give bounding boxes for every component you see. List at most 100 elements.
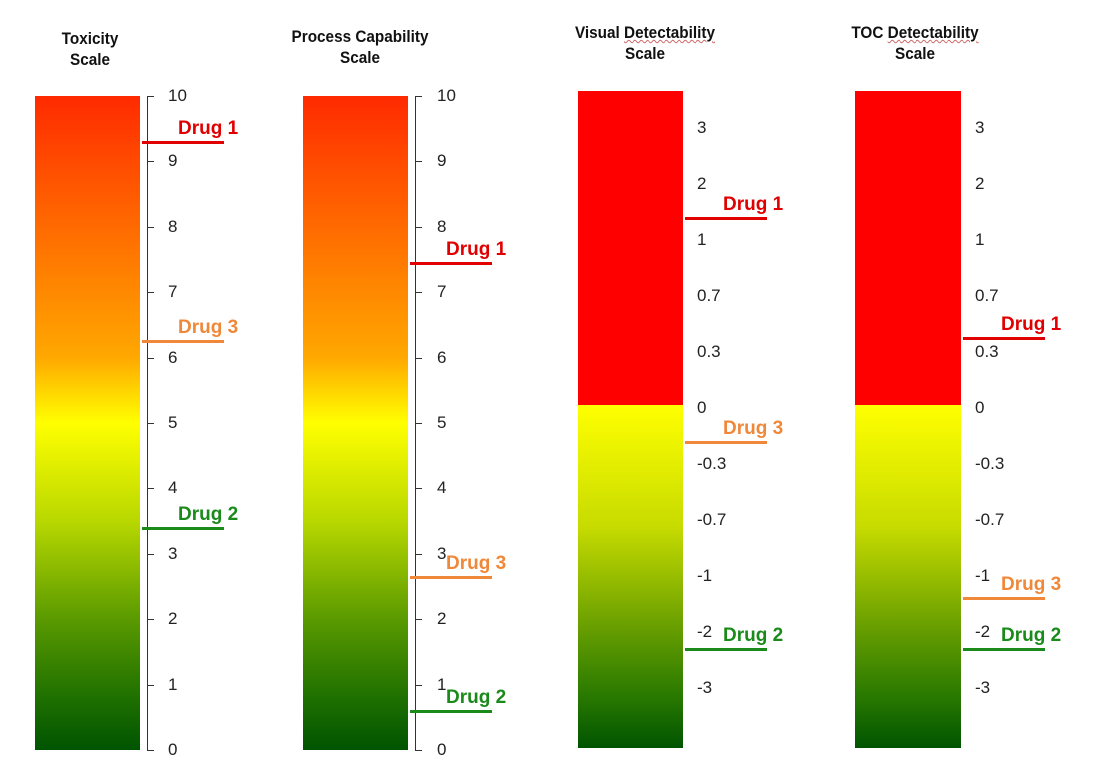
axis-tick	[415, 619, 422, 621]
axis-tick	[147, 750, 154, 751]
marker-line-drug-1	[410, 261, 492, 265]
process-capability-color-bar	[303, 96, 408, 750]
tick-label: 0.7	[697, 286, 721, 305]
marker-line-drug-1	[963, 337, 1045, 340]
tick-label: 1	[168, 674, 178, 694]
tick-label: 2	[975, 174, 985, 193]
tick-label: 6	[168, 347, 178, 367]
axis-tick	[147, 357, 154, 359]
title-line: Scale	[625, 44, 665, 63]
tick-label: 1	[697, 230, 707, 249]
marker-label-drug-3: Drug 3	[1001, 574, 1062, 596]
marker-label-drug-3: Drug 3	[178, 317, 239, 339]
axis-tick	[415, 684, 422, 686]
axis-tick	[147, 226, 154, 228]
title-word: Detectability	[624, 23, 716, 42]
axis-tick	[147, 423, 154, 424]
marker-line-drug-2	[963, 647, 1045, 651]
tick-label: 6	[437, 347, 447, 367]
tick-label: 3	[975, 118, 985, 137]
tick-label: 3	[437, 543, 447, 563]
toc-detectability-title: TOC Detectability Scale	[825, 22, 1005, 64]
axis-tick	[415, 226, 422, 228]
tick-label: 0.3	[697, 342, 721, 361]
title-word: TOC	[851, 23, 888, 42]
axis-tick	[147, 96, 154, 97]
axis-tick	[415, 488, 422, 490]
tick-label: 9	[168, 151, 178, 171]
tick-label: 0	[437, 740, 447, 759]
title-line: Toxicity	[61, 29, 119, 48]
marker-line-drug-2	[685, 647, 767, 651]
tick-label: 8	[168, 216, 178, 236]
axis-tick	[415, 750, 422, 751]
tick-label: 3	[168, 543, 178, 563]
title-line: Scale	[340, 48, 380, 67]
tick-label: -2	[975, 622, 991, 641]
process-capability-title: Process Capability Scale	[270, 26, 450, 68]
tick-label: 7	[168, 282, 178, 302]
marker-label-drug-1: Drug 1	[446, 238, 507, 260]
marker-label-drug-2: Drug 2	[178, 503, 239, 525]
tick-label: -3	[697, 678, 713, 697]
marker-line-drug-3	[410, 575, 492, 579]
tick-label: -0.7	[975, 510, 1005, 529]
tick-label: 5	[168, 413, 178, 432]
marker-line-drug-3	[685, 440, 767, 444]
marker-label-drug-1: Drug 1	[178, 117, 239, 139]
marker-label-drug-3: Drug 3	[723, 417, 784, 439]
axis-tick	[415, 423, 422, 424]
marker-line-drug-3	[142, 340, 224, 344]
marker-line-drug-2	[410, 709, 492, 713]
title-word: Visual	[574, 23, 625, 42]
tick-label: 4	[437, 478, 447, 498]
axis-tick	[147, 553, 154, 555]
axis-tick	[147, 619, 154, 621]
toc-detectability-color-bar	[855, 91, 961, 748]
visual-detectability-color-bar	[578, 91, 683, 748]
axis-tick	[147, 292, 154, 294]
tick-label: 0	[975, 398, 985, 417]
visual-detectability-title: Visual Detectability Scale	[555, 22, 735, 64]
tick-label: 2	[168, 609, 178, 629]
tick-label: 0	[168, 740, 178, 759]
axis-tick	[147, 488, 154, 490]
marker-line-drug-1	[685, 216, 767, 220]
tick-label: 5	[437, 413, 447, 432]
tick-label: 1	[975, 230, 985, 249]
tick-label: 10	[437, 86, 456, 105]
axis-tick	[415, 553, 422, 555]
title-line: Scale	[70, 50, 110, 69]
axis-tick	[415, 161, 422, 163]
tick-label: 4	[168, 478, 178, 498]
title-line: Visual Detectability	[555, 22, 735, 43]
axis-tick	[147, 161, 154, 163]
marker-label-drug-2: Drug 2	[1001, 624, 1062, 646]
tick-label: 1	[437, 674, 447, 694]
tick-label: -0.3	[697, 454, 727, 473]
marker-label-drug-1: Drug 1	[723, 193, 784, 215]
toxicity-color-bar	[35, 96, 140, 750]
marker-line-drug-2	[142, 526, 224, 530]
axis-tick	[415, 292, 422, 294]
tick-label: 9	[437, 151, 447, 171]
tick-label: 8	[437, 216, 447, 236]
axis-tick	[415, 357, 422, 359]
tick-label: -0.3	[975, 454, 1005, 473]
tick-label: 2	[437, 609, 447, 629]
marker-line-drug-1	[142, 140, 224, 144]
tick-label: 0.3	[975, 342, 999, 361]
marker-label-drug-3: Drug 3	[446, 552, 507, 574]
toxicity-title: Toxicity Scale	[0, 28, 180, 70]
title-word: Detectability	[887, 23, 979, 42]
title-line: Scale	[895, 44, 935, 63]
tick-label: 7	[437, 282, 447, 302]
tick-label: 3	[697, 118, 707, 137]
title-line: TOC Detectability	[825, 22, 1005, 43]
marker-label-drug-1: Drug 1	[1001, 314, 1062, 335]
axis-tick	[147, 684, 154, 686]
title-line: Process Capability	[291, 27, 429, 46]
tick-label: -2	[697, 622, 713, 641]
tick-label: -0.7	[697, 510, 727, 529]
marker-label-drug-2: Drug 2	[446, 686, 507, 708]
